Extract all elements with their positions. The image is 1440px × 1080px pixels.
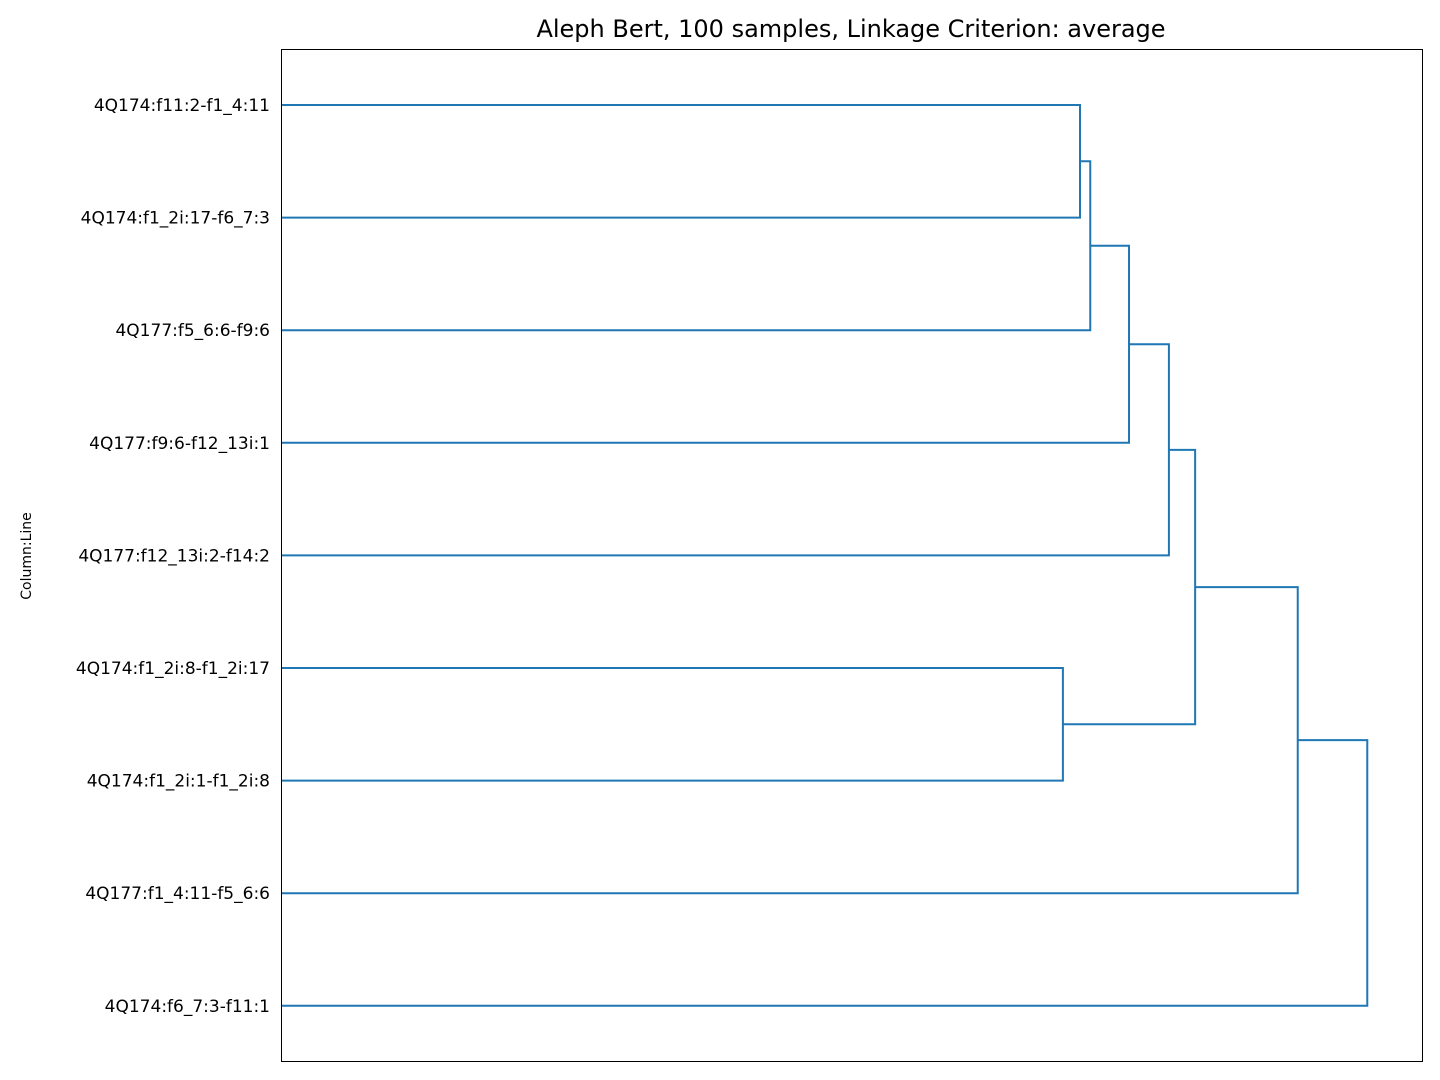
leaf-label: 4Q174:f11:2-f1_4:11 [94,96,270,116]
leaf-label: 4Q174:f6_7:3-f11:1 [105,997,270,1017]
dendrogram-link [282,160,1092,332]
leaf-label: 4Q174:f1_2i:8-f1_2i:17 [76,659,270,679]
dendrogram-link [282,343,1170,557]
leaf-label: 4Q177:f12_13i:2-f14:2 [78,546,270,566]
leaf-label: 4Q177:f9:6-f12_13i:1 [89,434,270,454]
leaf-labels: 4Q174:f11:2-f1_4:11 4Q174:f1_2i:17-f6_7:3… [76,96,270,1017]
dendrogram-link [282,104,1081,219]
leaf-label: 4Q174:f1_2i:17-f6_7:3 [81,209,270,229]
y-axis-label: Column:Line [19,512,35,600]
dendrogram-link [282,667,1064,782]
chart-title: Aleph Bert, 100 samples, Linkage Criteri… [536,15,1165,43]
dendrogram-links [282,104,1369,1007]
leaf-label: 4Q177:f5_6:6-f9:6 [115,321,270,341]
dendrogram-link [282,244,1131,444]
dendrogram-link [282,586,1299,895]
leaf-label: 4Q174:f1_2i:1-f1_2i:8 [87,772,270,792]
dendrogram-link [1062,448,1197,726]
dendrogram-link [282,739,1369,1007]
leaf-label: 4Q177:f1_4:11-f5_6:6 [85,884,270,904]
plot-frame [281,49,1423,1062]
